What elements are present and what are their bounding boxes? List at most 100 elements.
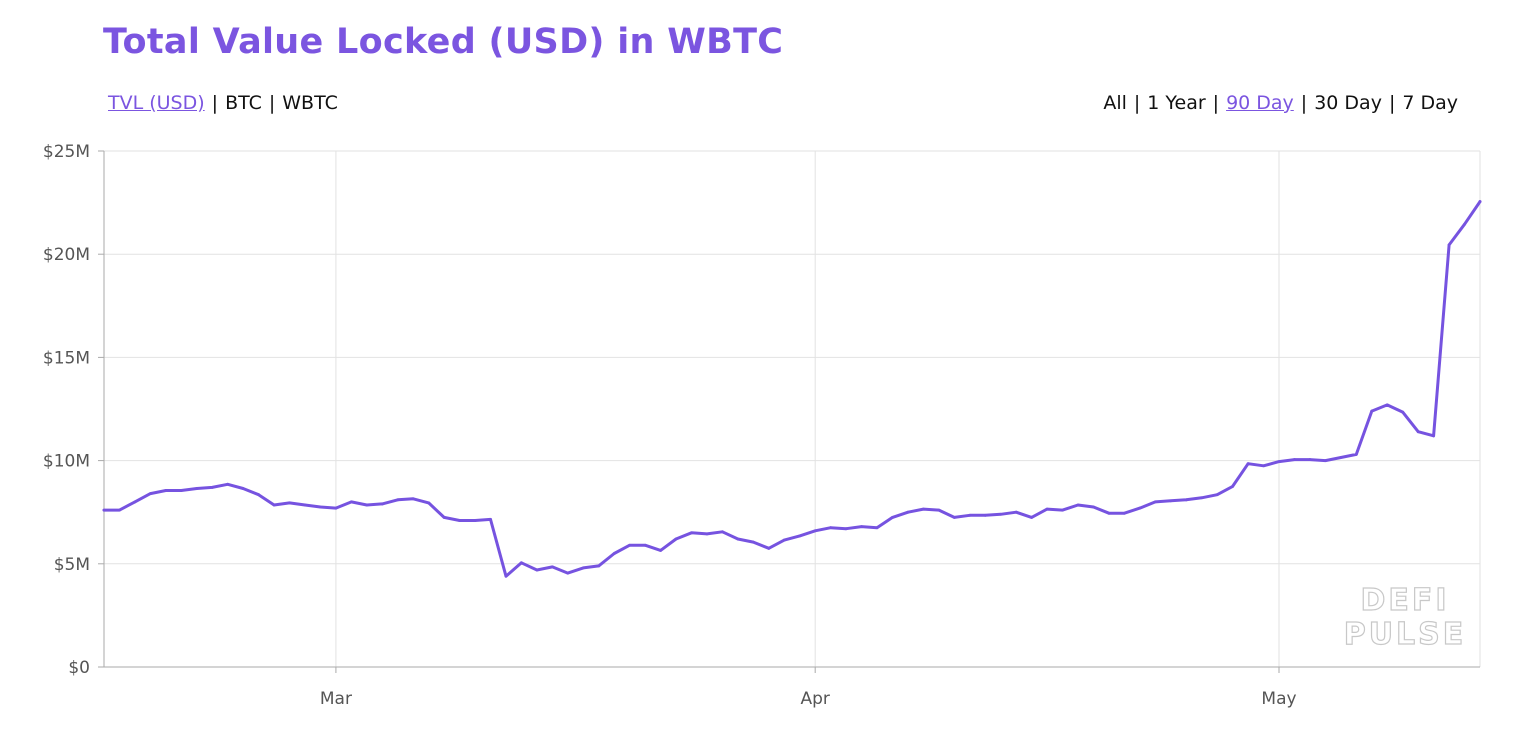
data-point — [1030, 515, 1034, 519]
data-point — [148, 492, 152, 496]
tab-btc[interactable]: BTC — [225, 92, 262, 114]
data-point — [1014, 510, 1018, 514]
y-tick-label: $20M — [43, 245, 90, 265]
data-point — [566, 571, 570, 575]
data-point — [1447, 243, 1451, 247]
x-tick-label: Apr — [800, 689, 829, 709]
data-point — [751, 540, 755, 544]
data-point — [581, 566, 585, 570]
data-point — [891, 515, 894, 519]
separator: | — [1133, 92, 1141, 114]
data-point — [860, 525, 863, 529]
data-point — [844, 527, 848, 531]
data-point — [597, 564, 601, 568]
data-point — [1153, 500, 1157, 504]
range-1-year[interactable]: 1 Year — [1147, 92, 1206, 114]
data-point — [195, 487, 199, 490]
range-7-day[interactable]: 7 Day — [1402, 92, 1458, 114]
data-point — [1169, 499, 1173, 503]
data-point — [782, 538, 786, 542]
data-point — [1463, 222, 1466, 226]
data-point — [1432, 434, 1436, 438]
data-point — [1308, 458, 1312, 461]
y-tick-label: $25M — [43, 142, 90, 162]
metric-selector: TVL (USD) | BTC | WBTC — [108, 92, 338, 114]
data-point — [535, 568, 539, 572]
data-point — [272, 503, 276, 507]
data-point — [1045, 507, 1049, 511]
data-point — [798, 534, 802, 538]
range-30-day[interactable]: 30 Day — [1314, 92, 1382, 114]
data-point — [1416, 430, 1420, 434]
tvl-series-line — [102, 200, 1482, 578]
data-point — [118, 508, 121, 512]
data-point — [102, 508, 106, 512]
data-point — [1478, 200, 1482, 203]
defi-pulse-watermark: DEFI PULSE — [1343, 582, 1467, 652]
data-point — [1092, 505, 1095, 509]
data-point — [736, 537, 740, 541]
data-point — [968, 513, 972, 517]
data-point — [1401, 410, 1405, 414]
data-point — [1370, 409, 1374, 413]
separator: | — [1388, 92, 1396, 114]
y-tick-label: $0 — [68, 658, 90, 678]
separator: | — [268, 92, 276, 114]
data-point — [906, 510, 910, 514]
data-point — [427, 501, 431, 505]
data-point — [334, 506, 338, 510]
data-point — [690, 531, 693, 535]
data-point — [1107, 511, 1111, 515]
data-point — [365, 503, 369, 507]
watermark-line-2: PULSE — [1344, 617, 1467, 652]
data-point — [813, 529, 817, 533]
data-point — [767, 546, 771, 550]
data-point — [1184, 498, 1188, 502]
data-point — [983, 513, 987, 517]
x-tick-label: May — [1261, 689, 1296, 709]
data-point — [705, 532, 709, 536]
tab-wbtc[interactable]: WBTC — [282, 92, 338, 114]
data-point — [1293, 458, 1296, 461]
range-all[interactable]: All — [1103, 92, 1127, 114]
separator: | — [211, 92, 219, 114]
data-point — [612, 552, 616, 555]
data-point — [1123, 511, 1126, 515]
data-point — [1323, 459, 1327, 462]
chart-title: Total Value Locked (USD) in WBTC — [103, 22, 784, 62]
data-point — [1339, 456, 1343, 459]
data-point — [520, 561, 523, 565]
data-point — [999, 512, 1003, 516]
tab-tvl-usd[interactable]: TVL (USD) — [108, 92, 205, 114]
data-point — [1076, 503, 1080, 507]
watermark-line-1: DEFI — [1360, 583, 1449, 618]
data-point — [179, 489, 183, 492]
y-tick-label: $15M — [43, 348, 90, 368]
data-point — [922, 507, 925, 511]
data-point — [1277, 460, 1281, 464]
data-point — [674, 537, 678, 541]
data-point — [1138, 506, 1142, 510]
data-point — [349, 500, 353, 504]
data-point — [937, 508, 941, 512]
data-point — [1262, 464, 1265, 468]
data-point — [875, 526, 879, 530]
data-point — [164, 489, 168, 492]
data-point — [550, 565, 554, 569]
data-point — [473, 519, 477, 522]
y-tick-label: $5M — [54, 555, 90, 575]
data-point — [210, 486, 214, 489]
data-point — [504, 574, 508, 578]
data-point — [1215, 493, 1219, 497]
data-point — [257, 493, 261, 497]
range-90-day[interactable]: 90 Day — [1226, 92, 1294, 114]
data-point — [303, 503, 307, 507]
range-selector: All | 1 Year | 90 Day | 30 Day | 7 Day — [1103, 92, 1458, 114]
data-point — [1200, 496, 1204, 500]
data-point — [829, 526, 833, 530]
tick-labels: $0 $5M $10M $15M $20M $25M Mar Apr May — [43, 142, 1297, 709]
separator: | — [1212, 92, 1220, 114]
data-point — [1061, 508, 1064, 512]
data-point — [1231, 485, 1235, 488]
